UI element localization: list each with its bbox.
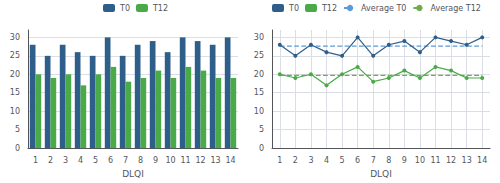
svg-text:8: 8 xyxy=(386,156,391,165)
svg-text:10: 10 xyxy=(415,156,425,165)
svg-text:5: 5 xyxy=(15,125,20,134)
svg-text:1: 1 xyxy=(33,156,38,165)
svg-text:11: 11 xyxy=(180,156,190,165)
svg-text:1: 1 xyxy=(277,156,282,165)
svg-text:14: 14 xyxy=(225,156,235,165)
svg-text:30: 30 xyxy=(10,33,20,42)
svg-text:Average T12: Average T12 xyxy=(430,4,480,13)
svg-text:2: 2 xyxy=(48,156,53,165)
svg-text:4: 4 xyxy=(324,156,329,165)
svg-text:4: 4 xyxy=(78,156,83,165)
svg-text:3: 3 xyxy=(308,156,313,165)
svg-text:Average T0: Average T0 xyxy=(361,4,406,13)
svg-text:11: 11 xyxy=(430,156,440,165)
svg-text:6: 6 xyxy=(355,156,360,165)
svg-text:13: 13 xyxy=(210,156,220,165)
svg-text:12: 12 xyxy=(195,156,205,165)
svg-text:5: 5 xyxy=(340,156,345,165)
svg-text:T0: T0 xyxy=(119,4,130,13)
svg-text:15: 15 xyxy=(10,88,20,97)
svg-text:12: 12 xyxy=(446,156,456,165)
svg-text:10: 10 xyxy=(10,107,20,116)
svg-text:9: 9 xyxy=(402,156,407,165)
svg-text:5: 5 xyxy=(259,125,264,134)
svg-text:13: 13 xyxy=(462,156,472,165)
svg-text:3: 3 xyxy=(63,156,68,165)
svg-text:14: 14 xyxy=(477,156,487,165)
svg-text:20: 20 xyxy=(10,70,20,79)
svg-text:25: 25 xyxy=(10,51,20,60)
svg-text:7: 7 xyxy=(123,156,128,165)
svg-text:T0: T0 xyxy=(288,4,299,13)
svg-text:25: 25 xyxy=(254,51,264,60)
svg-text:0: 0 xyxy=(15,144,20,153)
svg-text:15: 15 xyxy=(254,88,264,97)
svg-text:30: 30 xyxy=(254,33,264,42)
svg-text:0: 0 xyxy=(259,144,264,153)
svg-text:8: 8 xyxy=(138,156,143,165)
svg-text:7: 7 xyxy=(371,156,376,165)
svg-text:DLQI: DLQI xyxy=(122,169,144,179)
svg-text:9: 9 xyxy=(153,156,158,165)
svg-text:T12: T12 xyxy=(321,4,337,13)
svg-text:10: 10 xyxy=(254,107,264,116)
svg-text:2: 2 xyxy=(293,156,298,165)
svg-text:DLQI: DLQI xyxy=(370,169,392,179)
svg-text:20: 20 xyxy=(254,70,264,79)
svg-text:T12: T12 xyxy=(152,4,168,13)
svg-text:5: 5 xyxy=(93,156,98,165)
svg-text:10: 10 xyxy=(165,156,175,165)
svg-text:6: 6 xyxy=(108,156,113,165)
